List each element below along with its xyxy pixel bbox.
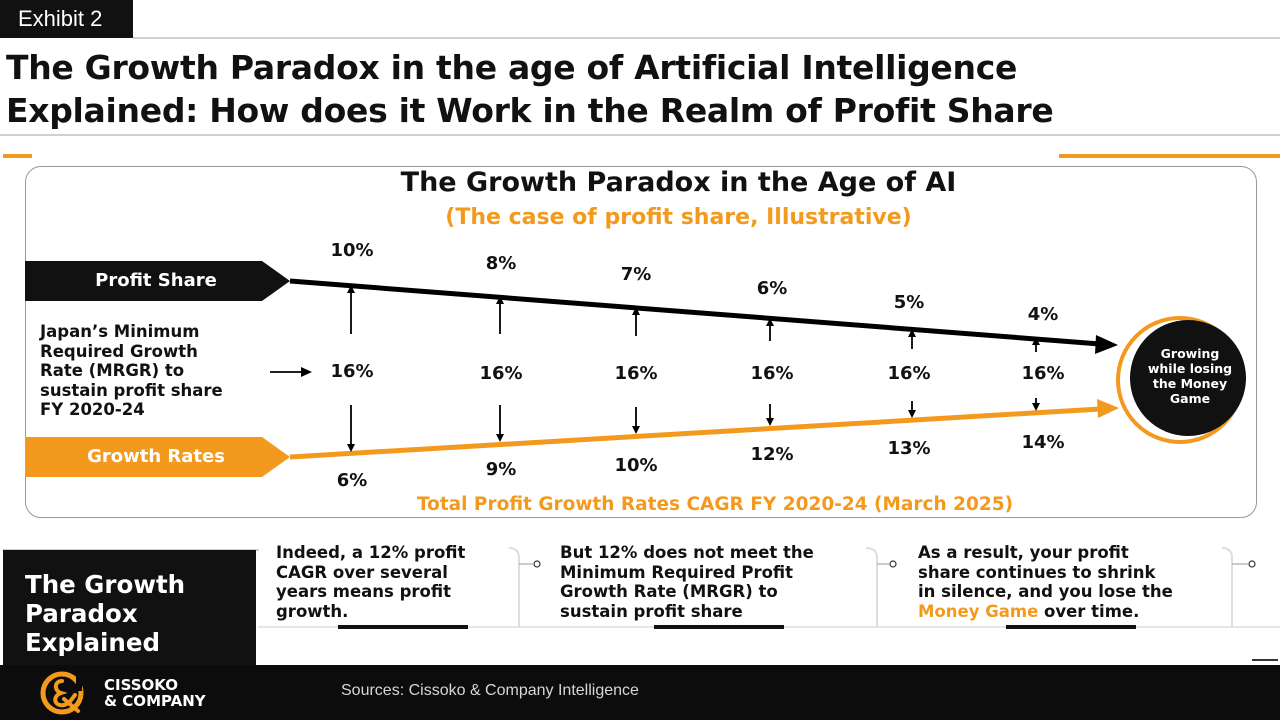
money-game-line-1: Growing bbox=[1160, 346, 1220, 361]
money-game-line-4: Game bbox=[1169, 391, 1211, 406]
diagram-panel bbox=[25, 166, 1257, 518]
down-arrow-head bbox=[632, 426, 640, 434]
diagram-subtitle: (The case of profit share, Illustrative) bbox=[445, 205, 912, 230]
mrgr-value: 16% bbox=[1021, 363, 1065, 384]
down-arrow-head bbox=[347, 444, 355, 452]
mrgr-value: 16% bbox=[614, 363, 658, 384]
down-arrow-head bbox=[908, 410, 916, 418]
mrgr-line-1: Japan’s Minimum bbox=[40, 322, 200, 341]
card-3-line: As a result, your profit bbox=[918, 543, 1129, 562]
mrgr-line-4: sustain profit share bbox=[40, 380, 223, 400]
explained-line-3: Explained bbox=[25, 628, 161, 657]
page-title-line-2: Explained: How does it Work in the Realm… bbox=[6, 91, 1054, 130]
mrgr-value: 16% bbox=[479, 363, 523, 384]
up-arrow-head bbox=[496, 296, 504, 304]
card-3-tail: over time. bbox=[1038, 601, 1140, 621]
card-2-line: Growth Rate (MRGR) to bbox=[560, 582, 778, 601]
card-1-line: growth. bbox=[276, 601, 349, 621]
growth-rate-value: 12% bbox=[750, 444, 794, 465]
mrgr-value: 16% bbox=[750, 363, 794, 384]
down-arrow-head bbox=[1032, 403, 1040, 411]
diagram-title: The Growth Paradox in the Age of AI bbox=[400, 167, 957, 198]
connector-arrows bbox=[347, 285, 1040, 452]
up-arrow-head bbox=[632, 307, 640, 315]
profit-share-label: Profit Share bbox=[95, 270, 217, 291]
money-game-highlight: Money Game bbox=[918, 601, 1039, 621]
card-2-line: But 12% does not meet the bbox=[560, 543, 814, 562]
card-2-line: Minimum Required Profit bbox=[560, 562, 794, 582]
card-1-line: CAGR over several bbox=[276, 562, 448, 582]
up-arrow-head bbox=[1032, 337, 1040, 345]
card-3-line: share continues to shrink bbox=[918, 562, 1156, 582]
cagr-caption: Total Profit Growth Rates CAGR FY 2020-2… bbox=[416, 494, 1014, 515]
profit-share-value: 8% bbox=[485, 253, 517, 274]
mrgr-line-3: Rate (MRGR) to bbox=[40, 361, 185, 380]
profit-share-arrowhead bbox=[1095, 335, 1118, 354]
logo-line-1: CISSOKO bbox=[104, 676, 178, 694]
page-title: The Growth Paradox in the age of Artific… bbox=[6, 46, 1206, 132]
mrgr-pointer-head bbox=[301, 367, 312, 377]
logo-line-2: & COMPANY bbox=[104, 692, 206, 710]
card-2-line: sustain profit share bbox=[560, 601, 743, 621]
growth-rate-value: 6% bbox=[336, 470, 368, 491]
up-arrow-head bbox=[908, 329, 916, 337]
accent-bar-left bbox=[3, 154, 32, 158]
mrgr-line-5: FY 2020-24 bbox=[40, 400, 145, 419]
accent-bar-right bbox=[1059, 154, 1280, 158]
profit-share-value: 7% bbox=[620, 264, 652, 285]
money-game-line-2: while losing bbox=[1147, 361, 1233, 376]
growth-rate-value: 14% bbox=[1021, 432, 1065, 453]
up-arrow-head bbox=[347, 285, 355, 293]
explained-box: The Growth Paradox Explained bbox=[3, 550, 256, 665]
profit-share-pill bbox=[25, 261, 290, 301]
card-1-line: Indeed, a 12% profit bbox=[276, 543, 466, 562]
down-arrow-head bbox=[496, 434, 504, 442]
page-title-line-1: The Growth Paradox in the age of Artific… bbox=[6, 48, 1018, 87]
profit-share-value: 10% bbox=[330, 240, 374, 261]
card-1-line: years means profit bbox=[276, 582, 452, 601]
circle-accent-arc-left bbox=[1116, 316, 1181, 444]
profit-share-line bbox=[289, 278, 1101, 347]
card-1: Indeed, a 12% profit CAGR over several y… bbox=[276, 543, 516, 621]
card-3-line-final: Money Game over time. bbox=[918, 602, 1228, 622]
profit-share-value: 4% bbox=[1027, 304, 1059, 325]
mrgr-label: Japan’s Minimum Required Growth Rate (MR… bbox=[40, 322, 280, 420]
explained-line-1: The Growth bbox=[25, 570, 186, 599]
profit-share-value: 5% bbox=[893, 292, 925, 313]
mrgr-line-2: Required Growth bbox=[40, 341, 198, 361]
growth-rates-arrowhead bbox=[1097, 399, 1119, 418]
footer-bar bbox=[0, 665, 1280, 720]
mrgr-value: 16% bbox=[887, 363, 931, 384]
growth-rates-pill bbox=[25, 437, 290, 477]
money-game-label: Growing while losing the Money Game bbox=[1128, 346, 1252, 406]
company-logo-icon bbox=[40, 671, 84, 715]
money-game-circle bbox=[1130, 320, 1246, 436]
card-3-line: in silence, and you lose the bbox=[918, 582, 1173, 601]
growth-rates-label: Growth Rates bbox=[87, 446, 225, 467]
up-arrow-head bbox=[766, 318, 774, 326]
money-game-line-3: the Money bbox=[1152, 376, 1228, 391]
header-divider bbox=[133, 37, 1280, 39]
down-arrow-head bbox=[766, 418, 774, 426]
card-2: But 12% does not meet the Minimum Requir… bbox=[560, 543, 870, 621]
growth-rate-value: 9% bbox=[485, 459, 517, 480]
growth-rates-line bbox=[289, 406, 1101, 460]
headline-divider bbox=[0, 134, 1280, 136]
sources-text: Sources: Cissoko & Company Intelligence bbox=[341, 682, 639, 699]
mrgr-value: 16% bbox=[330, 361, 374, 382]
growth-rate-value: 13% bbox=[887, 438, 931, 459]
company-logo-text: CISSOKO & COMPANY bbox=[104, 677, 206, 709]
growth-rate-value: 10% bbox=[614, 455, 658, 476]
cards-frame bbox=[258, 547, 1280, 661]
card-3: As a result, your profit share continues… bbox=[918, 543, 1228, 621]
profit-share-value: 6% bbox=[756, 278, 788, 299]
exhibit-label: Exhibit 2 bbox=[0, 0, 133, 38]
explained-line-2: Paradox bbox=[25, 599, 138, 628]
